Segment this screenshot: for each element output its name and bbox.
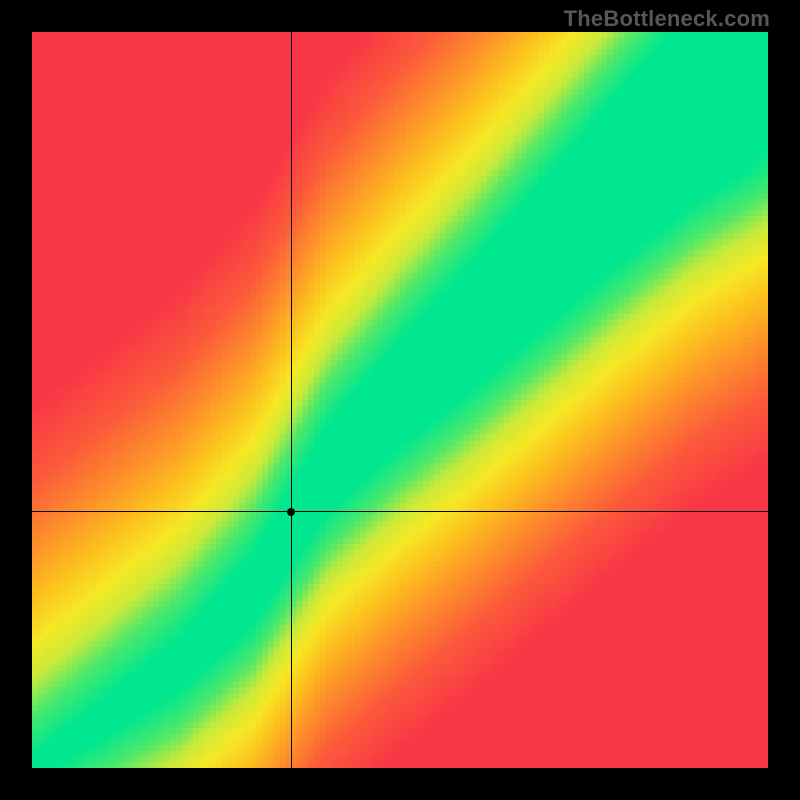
watermark-text: TheBottleneck.com — [564, 6, 770, 32]
crosshair-horizontal — [32, 511, 768, 512]
selected-point-marker — [287, 508, 295, 516]
heatmap-canvas — [32, 32, 768, 768]
chart-container: TheBottleneck.com — [0, 0, 800, 800]
crosshair-vertical — [291, 32, 292, 768]
